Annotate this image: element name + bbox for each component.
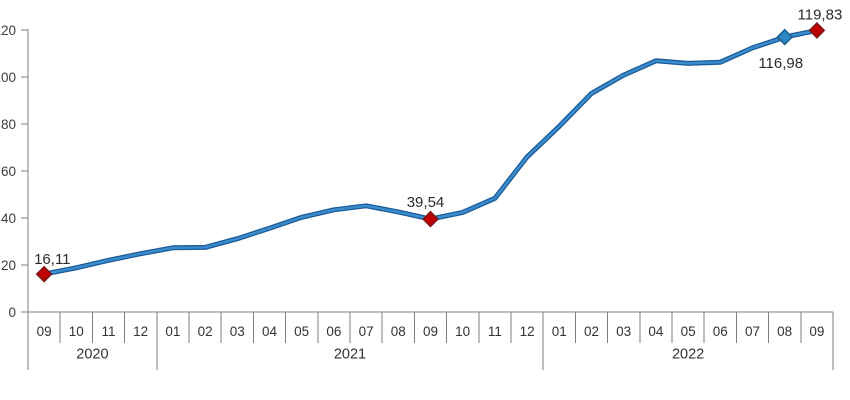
series-line-edge (41, 27, 820, 277)
marker-diamond-icon (808, 21, 826, 39)
month-label: 03 (616, 324, 631, 339)
y-tick-label: 60 (1, 164, 16, 179)
month-label: 08 (391, 324, 406, 339)
marker-diamond-icon (422, 210, 439, 228)
year-label: 2021 (334, 347, 366, 363)
y-tick-label: 40 (1, 211, 16, 226)
point-value-label: 119,83 (798, 6, 843, 23)
month-label: 10 (69, 324, 84, 339)
month-label: 06 (713, 324, 728, 339)
month-label: 07 (359, 324, 374, 339)
point-value-label: 116,98 (758, 55, 803, 72)
month-label: 08 (777, 324, 792, 339)
month-label: 04 (648, 324, 664, 339)
y-tick-label: 0 (8, 305, 16, 320)
point-value-label: 39,54 (407, 194, 445, 211)
month-label: 06 (326, 324, 341, 339)
month-label: 11 (488, 324, 502, 339)
month-label: 02 (198, 324, 213, 339)
month-label: 12 (520, 324, 535, 339)
y-tick-label: 80 (1, 117, 16, 132)
year-label: 2020 (76, 347, 108, 363)
month-label: 01 (552, 324, 567, 339)
month-label: 03 (230, 324, 245, 339)
month-label: 05 (294, 324, 309, 339)
y-tick-label: 100 (0, 70, 16, 85)
y-tick-label: 120 (0, 23, 16, 38)
month-label: 05 (681, 324, 696, 339)
month-label: 10 (455, 324, 470, 339)
year-label: 2022 (672, 347, 704, 363)
month-label: 09 (37, 324, 52, 339)
month-label: 04 (262, 324, 278, 339)
month-label: 12 (133, 324, 148, 339)
series-line (42, 29, 819, 276)
point-value-label: 16,11 (34, 251, 70, 268)
marker-diamond-icon (776, 28, 794, 46)
month-label: 02 (584, 324, 599, 339)
y-tick-label: 20 (1, 258, 16, 273)
month-label: 11 (101, 324, 115, 339)
marker-diamond-icon (35, 265, 53, 283)
month-label: 09 (423, 324, 438, 339)
month-label: 09 (809, 324, 824, 339)
month-label: 01 (165, 324, 180, 339)
month-label: 07 (745, 324, 760, 339)
